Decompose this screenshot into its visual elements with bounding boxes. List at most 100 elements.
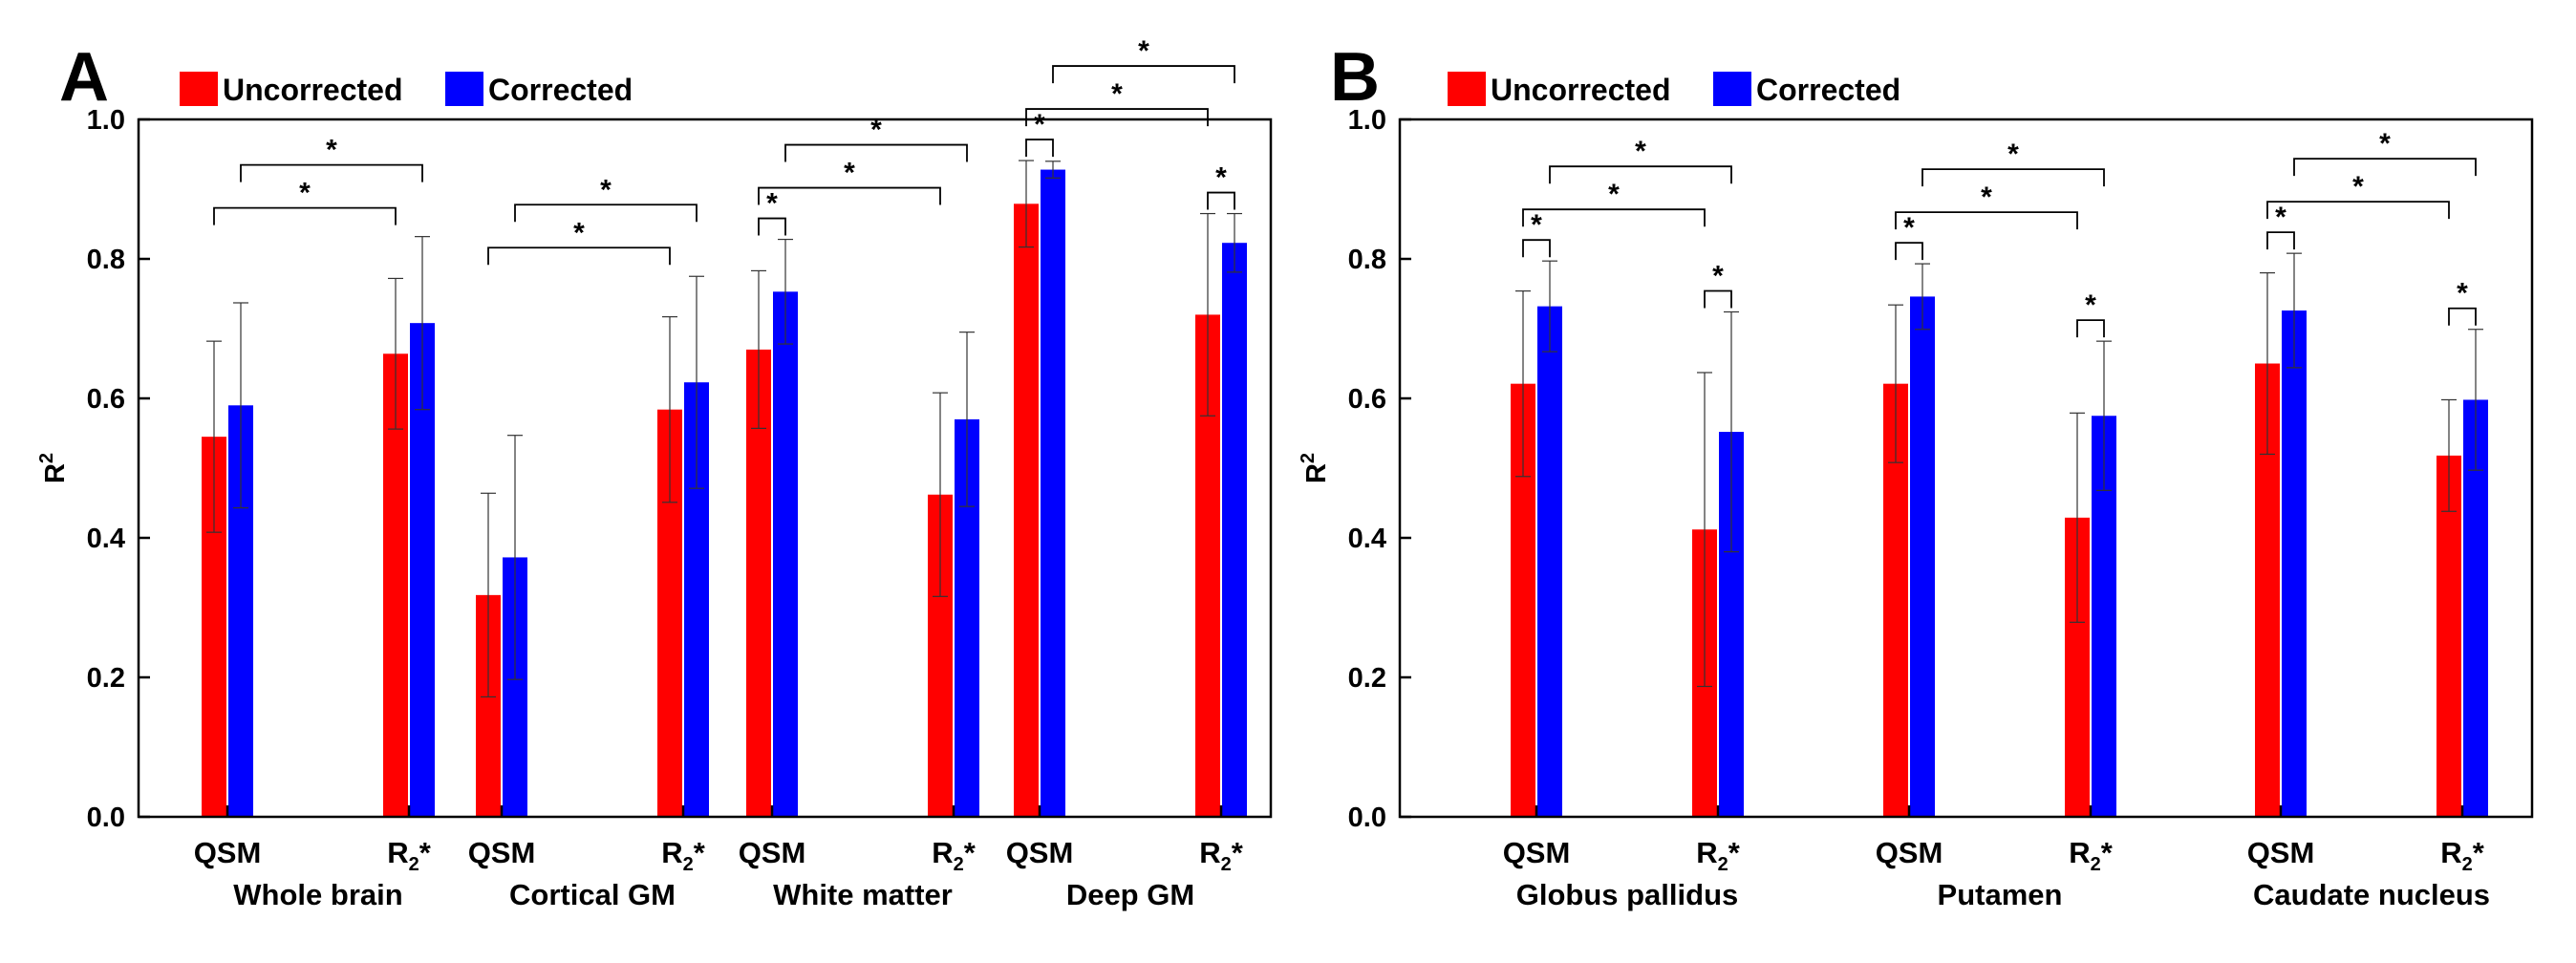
x-sublabel: R2* bbox=[1199, 836, 1244, 875]
x-sublabel: QSM bbox=[1006, 836, 1074, 869]
pair-bracket-star: * bbox=[1903, 212, 1915, 244]
cross-bracket-corrected-star: * bbox=[1635, 136, 1646, 167]
cross-bracket-uncorrected bbox=[758, 186, 941, 205]
y-tick-label: 0.2 bbox=[87, 663, 125, 694]
cross-bracket-uncorrected bbox=[1895, 211, 2078, 230]
y-tick-label: 0.6 bbox=[87, 384, 125, 415]
cross-bracket-corrected bbox=[514, 203, 698, 223]
bar-corrected bbox=[1041, 169, 1065, 817]
x-sublabel: QSM bbox=[739, 836, 806, 869]
pair-bracket-star: * bbox=[1034, 109, 1045, 140]
panel-label: B bbox=[1330, 39, 1380, 116]
bar-corrected bbox=[1910, 296, 1935, 817]
x-sublabel: R2* bbox=[1696, 836, 1741, 875]
bar-uncorrected bbox=[2436, 455, 2461, 817]
group-label: White matter bbox=[773, 878, 953, 911]
bar-group: QSM R2*Cortical GM * * bbox=[468, 174, 709, 911]
x-sublabel: QSM bbox=[1503, 836, 1571, 869]
legend-label-uncorrected: Uncorrected bbox=[1491, 73, 1671, 107]
group-label: Deep GM bbox=[1066, 878, 1194, 911]
cross-bracket-uncorrected-star: * bbox=[2352, 171, 2364, 203]
bar-group: QSM R2*Globus pallidus * * * * bbox=[1503, 136, 1744, 911]
cross-bracket-corrected bbox=[1549, 165, 1732, 184]
y-tick-label: 1.0 bbox=[1348, 105, 1386, 136]
pair-bracket bbox=[2076, 319, 2105, 338]
x-sublabel: R2* bbox=[2069, 836, 2114, 875]
pair-bracket-star: * bbox=[2275, 202, 2286, 233]
y-tick-label: 0.0 bbox=[87, 802, 125, 833]
bar-corrected bbox=[773, 291, 798, 817]
bar-corrected bbox=[1537, 306, 1562, 817]
y-tick-label: 0.8 bbox=[87, 245, 125, 275]
cross-bracket-uncorrected bbox=[2266, 201, 2450, 220]
x-sublabel: R2* bbox=[2440, 836, 2485, 875]
legend-label-corrected: Corrected bbox=[488, 73, 633, 107]
bar-corrected bbox=[1222, 243, 1247, 817]
bar-corrected bbox=[2282, 310, 2307, 817]
cross-bracket-corrected-star: * bbox=[600, 174, 612, 205]
cross-bracket-corrected-star: * bbox=[2379, 128, 2391, 160]
y-tick-label: 1.0 bbox=[87, 105, 125, 136]
group-label: Globus pallidus bbox=[1516, 878, 1739, 911]
chart-panel-B: B Uncorrected Corrected R2 0.0 0.2 0.4 0.6 0.8 1.… bbox=[1298, 39, 2534, 911]
legend-label-uncorrected: Uncorrected bbox=[223, 73, 403, 107]
cross-bracket-corrected-star: * bbox=[1138, 35, 1149, 67]
cross-bracket-corrected bbox=[240, 163, 423, 182]
bar-group: QSM R2*Whole brain * * bbox=[194, 135, 435, 911]
y-tick-label: 0.2 bbox=[1348, 663, 1386, 694]
y-axis-label: R2 bbox=[1298, 453, 1332, 483]
cross-bracket-corrected-star: * bbox=[326, 135, 337, 166]
cross-bracket-corrected bbox=[784, 143, 968, 162]
legend-label-corrected: Corrected bbox=[1756, 73, 1900, 107]
bar-uncorrected bbox=[1014, 203, 1039, 817]
y-tick-label: 0.4 bbox=[87, 524, 125, 554]
cross-bracket-uncorrected bbox=[1025, 108, 1209, 127]
cross-bracket-corrected bbox=[2293, 158, 2477, 177]
bar-group: QSM R2*Caudate nucleus * * * * bbox=[2247, 128, 2490, 911]
pair-bracket bbox=[1895, 242, 1923, 261]
x-sublabel: QSM bbox=[2247, 836, 2315, 869]
pair-bracket bbox=[1522, 239, 1551, 258]
pair-bracket-star: * bbox=[2457, 278, 2468, 310]
pair-bracket bbox=[2266, 231, 2295, 250]
cross-bracket-corrected bbox=[1052, 65, 1235, 84]
bar-group: QSM R2*Putamen * * * * bbox=[1876, 139, 2116, 911]
legend: Uncorrected Corrected bbox=[180, 72, 633, 107]
pair-bracket-star: * bbox=[2085, 289, 2096, 321]
x-sublabel: QSM bbox=[1876, 836, 1943, 869]
pair-bracket-star: * bbox=[1712, 260, 1724, 291]
x-sublabel: QSM bbox=[194, 836, 262, 869]
chart-panel-A: A Uncorrected Corrected R2 0.0 0.2 0.4 0.6 0.8 1.… bbox=[36, 35, 1273, 911]
legend-swatch-uncorrected bbox=[180, 72, 218, 106]
cross-bracket-uncorrected bbox=[213, 206, 397, 225]
cross-bracket-corrected bbox=[1921, 168, 2105, 187]
group-label: Putamen bbox=[1938, 878, 2063, 911]
legend-swatch-corrected bbox=[1713, 72, 1751, 106]
group-label: Caudate nucleus bbox=[2253, 878, 2490, 911]
cross-bracket-uncorrected-star: * bbox=[1981, 182, 1992, 213]
group-label: Cortical GM bbox=[509, 878, 676, 911]
pair-bracket bbox=[1704, 289, 1732, 309]
x-sublabel: R2* bbox=[387, 836, 432, 875]
axes-frame bbox=[1398, 118, 2534, 819]
cross-bracket-uncorrected-star: * bbox=[573, 217, 585, 248]
panel-label: A bbox=[59, 39, 109, 116]
y-tick-label: 0.8 bbox=[1348, 245, 1386, 275]
pair-bracket-star: * bbox=[1531, 209, 1542, 241]
cross-bracket-uncorrected bbox=[1522, 208, 1706, 227]
pair-bracket-star: * bbox=[1215, 162, 1227, 194]
pair-bracket bbox=[1025, 139, 1054, 158]
cross-bracket-uncorrected bbox=[487, 246, 671, 266]
bar-uncorrected bbox=[383, 353, 408, 817]
pair-bracket bbox=[758, 217, 786, 236]
cross-bracket-uncorrected-star: * bbox=[1608, 179, 1620, 210]
legend: Uncorrected Corrected bbox=[1448, 72, 1900, 107]
x-sublabel: R2* bbox=[932, 836, 977, 875]
pair-bracket-star: * bbox=[766, 188, 778, 220]
cross-bracket-corrected-star: * bbox=[2007, 139, 2019, 170]
group-label: Whole brain bbox=[233, 878, 402, 911]
cross-bracket-uncorrected-star: * bbox=[299, 178, 311, 209]
y-tick-label: 0.0 bbox=[1348, 802, 1386, 833]
y-tick-label: 0.4 bbox=[1348, 524, 1386, 554]
